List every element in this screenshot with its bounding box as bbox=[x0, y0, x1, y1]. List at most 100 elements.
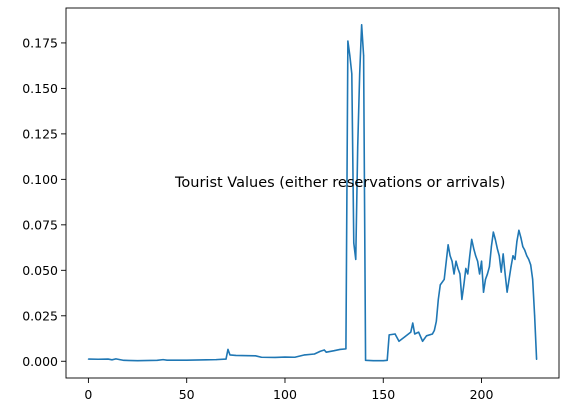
data-point bbox=[254, 355, 257, 357]
data-point bbox=[510, 266, 512, 268]
y-tick-label: 0.175 bbox=[22, 35, 58, 50]
data-point bbox=[496, 247, 498, 250]
data-point bbox=[508, 278, 510, 281]
data-point bbox=[471, 238, 473, 240]
data-point bbox=[115, 358, 117, 360]
data-point bbox=[532, 278, 534, 281]
x-axis: 0 50 100 150 200 bbox=[84, 378, 494, 402]
data-point bbox=[345, 348, 347, 350]
data-point bbox=[451, 260, 453, 262]
data-point bbox=[229, 354, 231, 356]
data-point bbox=[522, 246, 524, 248]
data-point bbox=[386, 359, 388, 361]
y-tick-label: 0.100 bbox=[22, 172, 58, 187]
data-point bbox=[520, 236, 522, 239]
data-point bbox=[480, 260, 483, 262]
data-point bbox=[313, 353, 316, 355]
data-point bbox=[156, 359, 158, 361]
data-point bbox=[435, 320, 437, 322]
data-point bbox=[500, 271, 502, 273]
data-point bbox=[506, 291, 508, 293]
data-point bbox=[388, 334, 390, 336]
data-point bbox=[304, 354, 306, 356]
data-point bbox=[294, 356, 296, 358]
data-point bbox=[465, 267, 467, 270]
data-point bbox=[363, 55, 365, 57]
y-tick-label: 0.125 bbox=[22, 126, 58, 141]
data-point bbox=[215, 359, 217, 361]
data-point bbox=[357, 146, 359, 148]
data-point bbox=[461, 298, 463, 301]
data-point bbox=[488, 266, 491, 268]
data-point bbox=[111, 359, 113, 361]
x-tick-label: 0 bbox=[84, 387, 92, 402]
y-axis: 0.000 0.025 0.050 0.075 0.100 0.125 0.150 0.175 bbox=[22, 35, 66, 369]
data-point bbox=[353, 242, 355, 244]
data-point bbox=[382, 360, 384, 362]
data-point bbox=[516, 240, 518, 242]
y-tick-label: 0.025 bbox=[22, 308, 58, 323]
data-point bbox=[333, 350, 335, 352]
y-tick-label: 0.150 bbox=[22, 81, 58, 96]
data-point bbox=[463, 284, 465, 286]
data-point bbox=[319, 350, 321, 352]
data-point bbox=[447, 244, 449, 246]
data-point bbox=[119, 359, 121, 361]
data-point bbox=[355, 258, 357, 260]
data-point bbox=[186, 359, 188, 361]
data-point bbox=[475, 255, 477, 257]
data-point bbox=[514, 258, 516, 260]
data-point bbox=[325, 351, 327, 353]
data-point bbox=[323, 349, 325, 351]
axes-frame bbox=[65, 7, 560, 379]
data-point bbox=[528, 258, 530, 260]
data-point bbox=[431, 333, 434, 335]
data-point bbox=[414, 333, 416, 335]
data-point bbox=[467, 273, 469, 275]
data-point bbox=[359, 73, 361, 75]
data-point bbox=[478, 273, 481, 275]
chart-annotation: Tourist Values (either reservations or a… bbox=[174, 175, 505, 191]
data-point bbox=[347, 40, 349, 42]
data-point bbox=[437, 298, 439, 301]
data-point bbox=[486, 273, 489, 275]
data-point bbox=[225, 358, 227, 360]
data-point bbox=[512, 255, 514, 257]
data-point bbox=[455, 260, 457, 262]
data-point bbox=[502, 253, 504, 255]
data-point bbox=[97, 358, 99, 360]
data-point bbox=[535, 358, 538, 361]
x-tick-label: 100 bbox=[273, 387, 297, 402]
x-tick-label: 50 bbox=[179, 387, 195, 402]
data-point bbox=[498, 255, 500, 257]
data-point bbox=[443, 278, 445, 281]
data-point bbox=[421, 340, 424, 342]
data-point bbox=[477, 260, 479, 262]
data-point bbox=[453, 273, 455, 275]
data-point bbox=[530, 264, 532, 266]
data-point bbox=[227, 348, 229, 351]
data-point bbox=[473, 247, 475, 250]
data-point bbox=[166, 359, 168, 361]
data-point bbox=[457, 267, 459, 270]
data-point bbox=[418, 331, 420, 333]
data-point bbox=[524, 249, 526, 251]
data-point bbox=[459, 273, 461, 275]
data-point bbox=[492, 231, 494, 233]
data-point bbox=[526, 255, 528, 257]
data-point bbox=[136, 360, 139, 362]
data-point bbox=[412, 322, 414, 324]
data-point bbox=[284, 356, 286, 358]
data-point bbox=[404, 336, 406, 338]
data-point bbox=[339, 348, 341, 351]
x-tick-label: 150 bbox=[371, 387, 395, 402]
data-point bbox=[398, 340, 400, 342]
y-tick-label: 0.050 bbox=[22, 263, 58, 278]
data-point bbox=[260, 356, 262, 358]
y-tick-label: 0.075 bbox=[22, 217, 58, 232]
y-tick-label: 0.000 bbox=[22, 354, 58, 369]
data-point bbox=[162, 359, 164, 361]
data-point bbox=[87, 358, 90, 360]
data-point bbox=[518, 229, 520, 231]
